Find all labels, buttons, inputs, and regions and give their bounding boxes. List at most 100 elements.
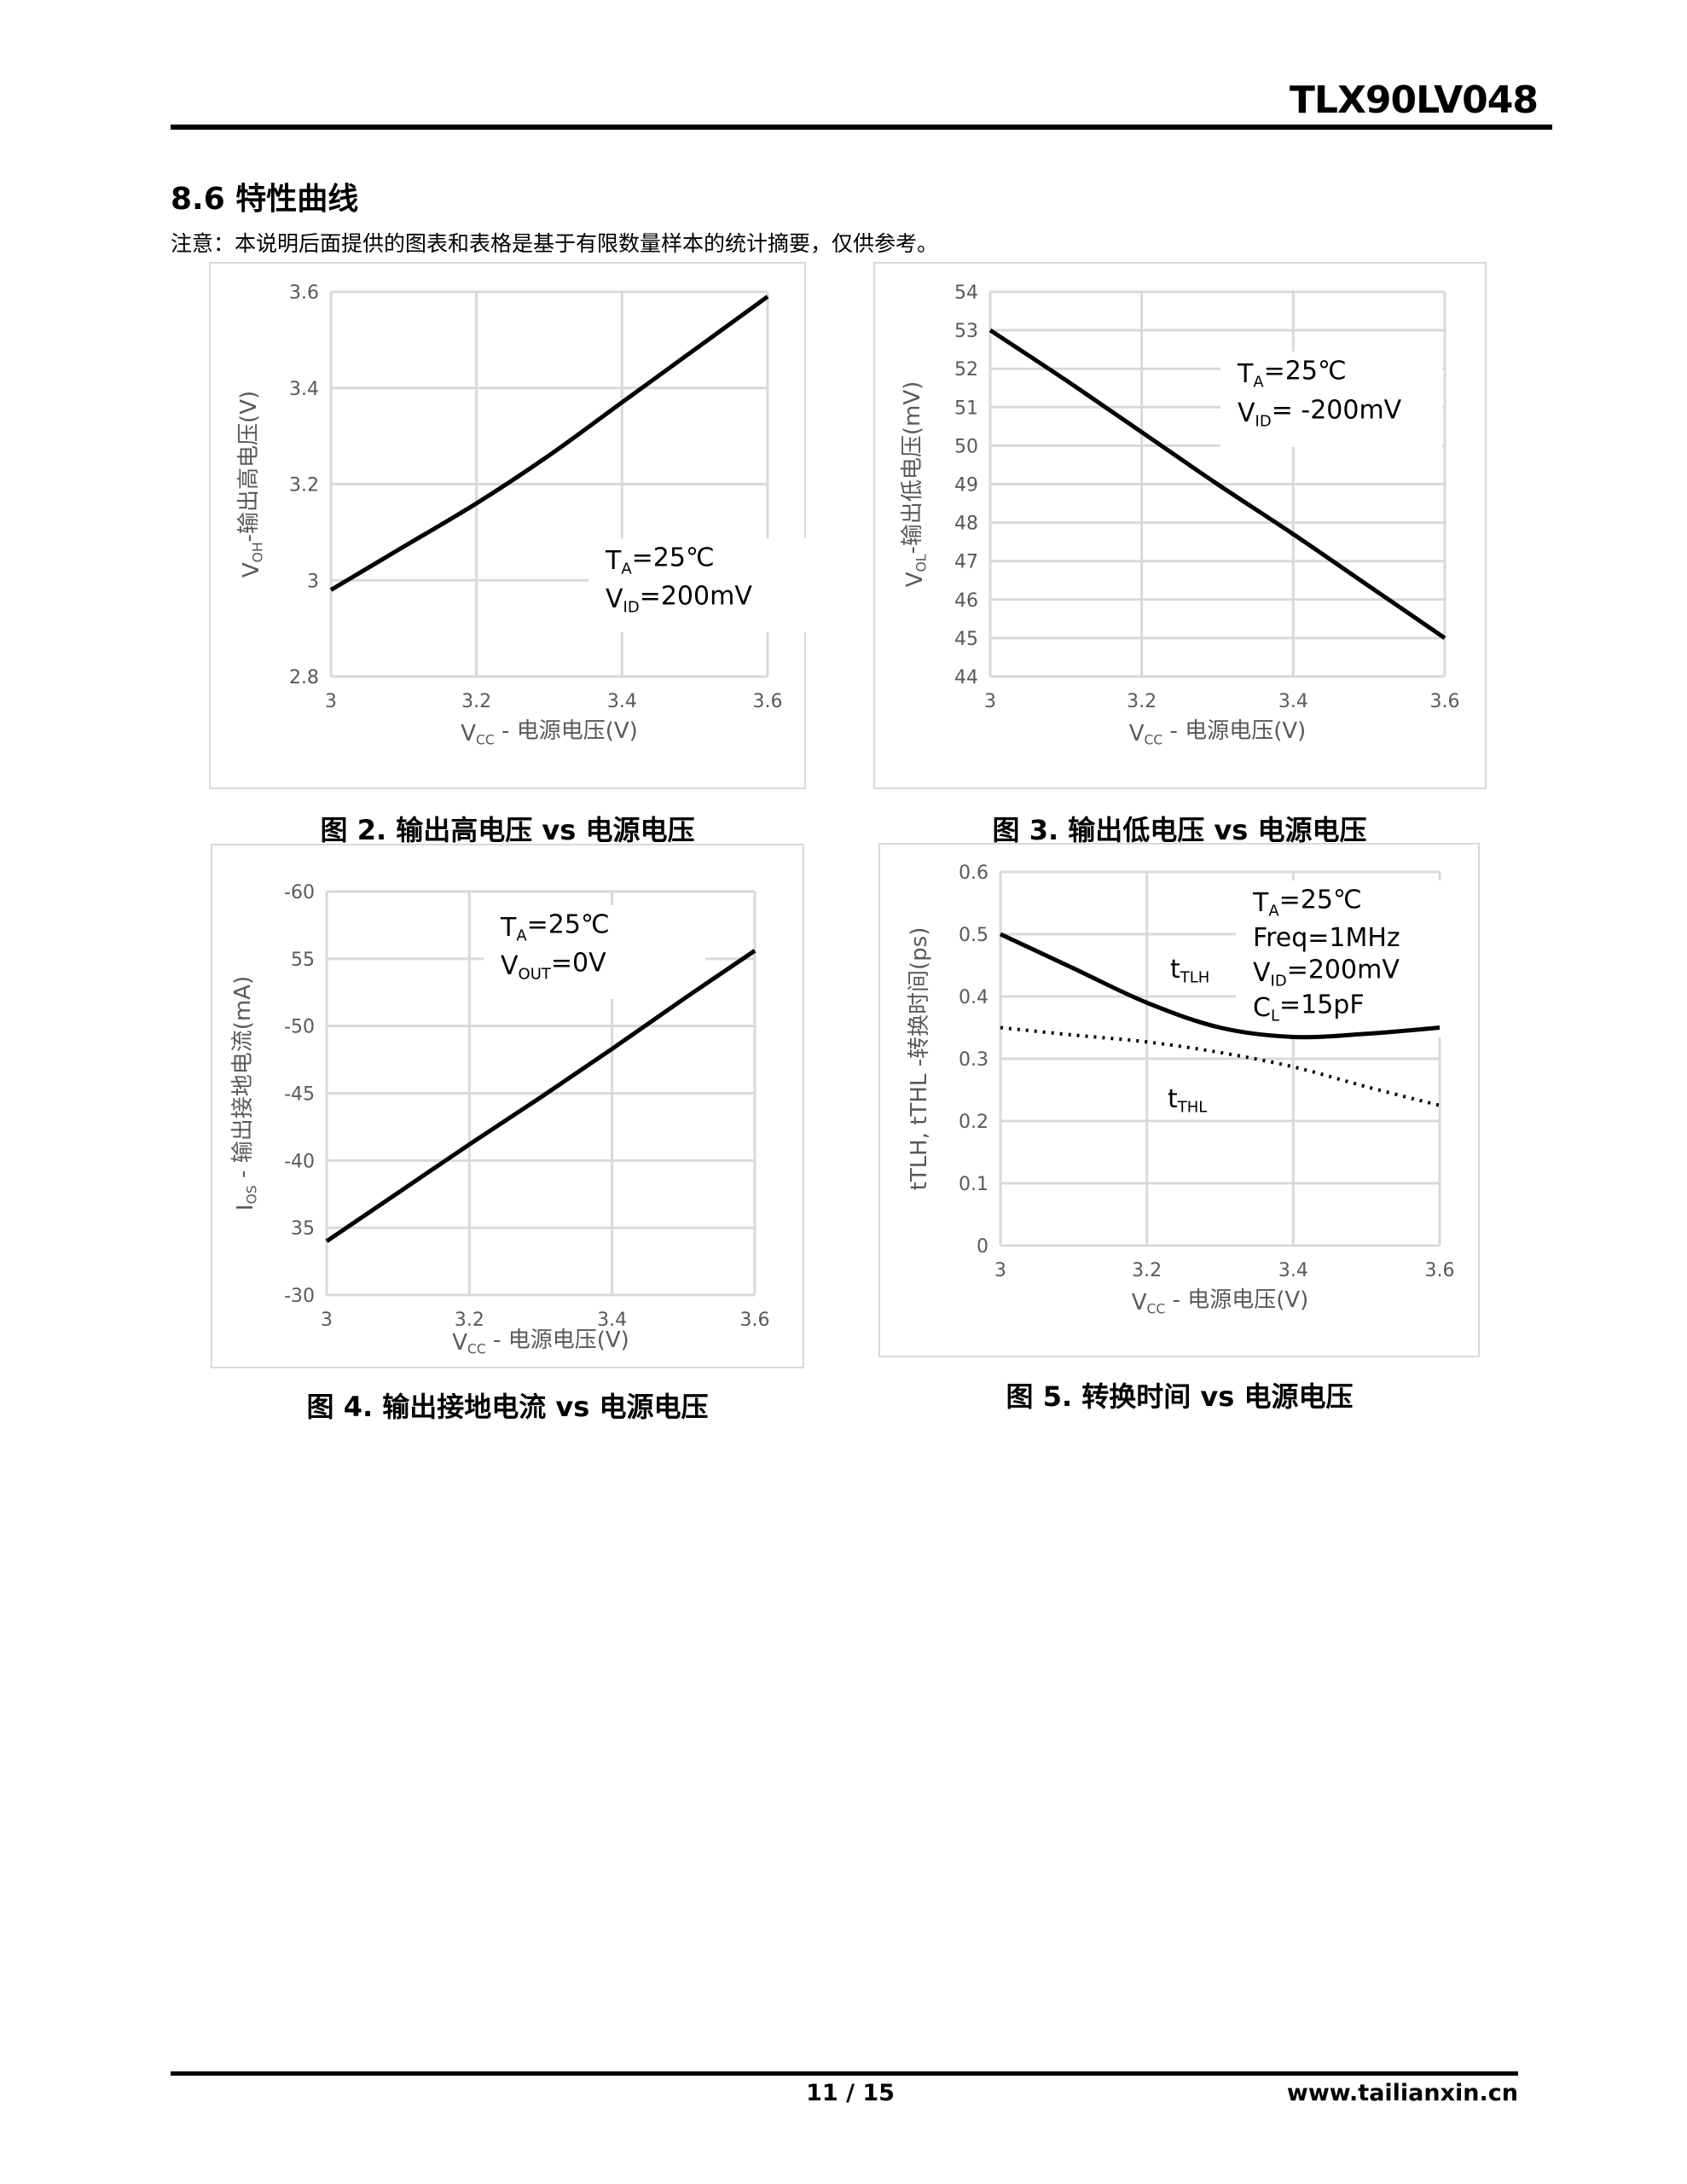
annotation-text-rest: =25℃ xyxy=(632,543,715,572)
series-line-1 xyxy=(325,949,757,1244)
annotation-text-subscript: A xyxy=(516,926,527,944)
y-tick-label: 50 xyxy=(954,436,978,457)
y-tick-label: -60 xyxy=(284,882,315,903)
x-axis-title: VCC - 电源电压(V) xyxy=(1129,718,1307,748)
y-tick-label: 55 xyxy=(291,950,315,971)
y-axis-title-main: tTLH, tTHL -转换时间(ps) xyxy=(907,927,932,1191)
chart-5: 0 0.1 0.2 0.3 0.4 0.5 0.6 3 3.2 3.4 3.6 tTLH tTHL TA=… xyxy=(878,843,1480,1357)
x-axis-title: VCC - 电源电压(V) xyxy=(1132,1287,1309,1317)
figure-caption: 图 5. 转换时间 vs 电源电压 xyxy=(1006,1380,1354,1413)
x-tick-label: 3.2 xyxy=(1127,691,1157,712)
annotation-text: VID=200mV xyxy=(1253,955,1400,990)
section-heading: 8.6 特性曲线 xyxy=(171,182,359,217)
y-tick-label: 54 xyxy=(954,282,978,304)
series-label: tTLH xyxy=(1170,955,1209,986)
annotation-text-subscript: A xyxy=(1253,373,1264,391)
y-tick-label: 0.6 xyxy=(959,863,988,884)
document-title: TLX90LV048 xyxy=(1289,78,1539,122)
figure-caption: 图 4. 输出接地电流 vs 电源电压 xyxy=(306,1391,709,1423)
y-axis-title-rest: -输出低电压(mV) xyxy=(900,381,925,555)
annotation-text-subscript: A xyxy=(621,560,632,578)
website-link: www.tailianxin.cn xyxy=(1286,2080,1518,2106)
series-label: tTHL xyxy=(1168,1084,1207,1116)
section-note: 注意：本说明后面提供的图表和表格是基于有限数量样本的统计摘要，仅供参考。 xyxy=(171,231,939,256)
y-tick-label: 35 xyxy=(291,1218,315,1240)
x-tick-label: 3 xyxy=(984,691,996,712)
y-axis-title-subscript: OH xyxy=(251,542,266,562)
x-axis-title-rest: - 电源电压(V) xyxy=(486,1327,629,1353)
y-tick-label: 44 xyxy=(954,667,978,688)
series-line-2 xyxy=(1000,1025,1441,1107)
x-tick-label: 3.4 xyxy=(1278,691,1308,712)
x-tick-label: 3.2 xyxy=(461,691,491,712)
x-axis-title-subscript: CC xyxy=(1147,1302,1166,1317)
annotation-text-rest: =15pF xyxy=(1279,990,1365,1019)
x-axis-title-rest: - 电源电压(V) xyxy=(1162,718,1306,744)
x-tick-label: 3.4 xyxy=(607,691,637,712)
annotation-text-subscript: ID xyxy=(1271,972,1287,990)
x-tick-label: 3.4 xyxy=(597,1310,627,1331)
series-line-1 xyxy=(988,328,1446,640)
y-tick-label: 51 xyxy=(954,398,978,419)
x-tick-label: 3.2 xyxy=(1132,1260,1162,1281)
x-axis-title-subscript: CC xyxy=(467,1342,486,1357)
chart-2: 2.8 3 3.2 3.4 3.6 3 3.2 3.4 3.6 TA=25℃ VID=200mV VC… xyxy=(209,262,808,789)
y-tick-label: 0 xyxy=(977,1236,988,1258)
y-axis-title-rest: - 输出接地电流(mA) xyxy=(230,976,256,1185)
x-axis-title-subscript: CC xyxy=(476,733,495,748)
x-tick-label: 3.6 xyxy=(740,1310,770,1331)
annotation-text-main: V xyxy=(501,951,519,981)
x-tick-label: 3 xyxy=(321,1310,333,1331)
y-tick-label: 46 xyxy=(954,590,978,612)
annotation-text-main: V xyxy=(1238,398,1255,428)
annotation-text-subscript: L xyxy=(1271,1007,1279,1025)
annotation-text: TA=25℃ xyxy=(605,543,715,578)
annotation-text: TA=25℃ xyxy=(500,909,610,944)
y-tick-label: 49 xyxy=(954,475,978,497)
annotation-text: CL=15pF xyxy=(1253,990,1365,1025)
y-axis-title-main: V xyxy=(902,572,928,587)
annotation-text-main: Freq=1MHz xyxy=(1253,923,1400,953)
y-tick-label: 52 xyxy=(954,359,978,380)
y-axis-title: VOL-输出低电压(mV) xyxy=(900,381,930,588)
x-tick-label: 3.6 xyxy=(753,691,783,712)
annotation-text: VID= -200mV xyxy=(1238,395,1402,430)
x-tick-label: 3.4 xyxy=(1278,1260,1308,1281)
annotation-text-main: T xyxy=(605,546,622,576)
annotation-text: VID=200mV xyxy=(606,581,752,616)
y-tick-label: 0.3 xyxy=(959,1049,988,1071)
series-line-1 xyxy=(999,932,1441,1040)
x-tick-label: 3.2 xyxy=(455,1310,484,1331)
y-tick-label: 0.5 xyxy=(959,925,988,946)
annotation-text: VOUT=0V xyxy=(501,948,606,983)
y-tick-label: -50 xyxy=(284,1017,315,1038)
annotation-text-rest: =200mV xyxy=(1287,955,1400,985)
annotation-text-rest: =0V xyxy=(551,948,606,978)
annotation-text-subscript: ID xyxy=(1255,412,1272,430)
footer-rule xyxy=(171,2071,1518,2076)
annotation-text-rest: =25℃ xyxy=(1279,885,1362,915)
annotation-text-rest: =200mV xyxy=(640,581,753,611)
figure-caption: 图 3. 输出低电压 vs 电源电压 xyxy=(992,814,1367,846)
annotation-text-main: T xyxy=(500,913,517,943)
series-line-1 xyxy=(329,294,769,592)
x-axis-title-main: V xyxy=(1132,1290,1147,1316)
annotation-text-subscript: A xyxy=(1268,902,1279,920)
x-tick-label: 3.6 xyxy=(1430,691,1460,712)
annotation-text-rest: = -200mV xyxy=(1272,395,1402,425)
y-axis-title-main: I xyxy=(233,1204,258,1211)
y-tick-label: 3.2 xyxy=(289,475,319,497)
annotation-text-main: T xyxy=(1237,359,1254,389)
y-tick-label: 3 xyxy=(307,571,319,592)
annotation-text-main: C xyxy=(1253,993,1271,1023)
y-axis-title-subscript: OL xyxy=(914,554,930,572)
annotation-text-subscript: OUT xyxy=(519,965,552,983)
series-label-main: t xyxy=(1170,955,1180,985)
x-axis-title: VCC - 电源电压(V) xyxy=(452,1327,629,1357)
y-axis-title-main: V xyxy=(239,562,264,578)
annotation-text-rest: =25℃ xyxy=(527,909,610,939)
annotation-text: Freq=1MHz xyxy=(1253,923,1400,953)
header-rule xyxy=(171,125,1552,130)
